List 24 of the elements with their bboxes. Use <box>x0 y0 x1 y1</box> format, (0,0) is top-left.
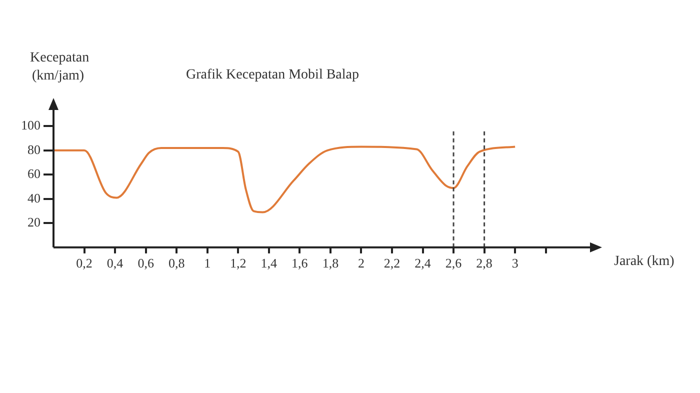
x-tick-label: 1,8 <box>322 256 339 271</box>
line-series <box>54 146 516 214</box>
y-tick-label: 60 <box>28 166 40 182</box>
y-tick-label: 100 <box>21 118 40 133</box>
y-axis-title: Kecepatan (km/jam) <box>30 50 90 84</box>
x-tick-label: 1,2 <box>230 256 246 271</box>
x-tick-label: 2,2 <box>384 256 400 271</box>
y-tick-label: 20 <box>28 214 40 230</box>
x-tick-label: 2,6 <box>445 256 462 271</box>
chart-title: Grafik Kecepatan Mobil Balap <box>186 68 359 83</box>
x-tick-label: 1,6 <box>292 256 308 271</box>
x-tick-label: 1,4 <box>260 256 278 271</box>
x-tick-label: 2,8 <box>476 256 492 271</box>
x-tick-label: 0,2 <box>76 256 92 271</box>
x-tick-label: 2 <box>358 256 364 271</box>
x-tick-label: 0,6 <box>138 256 154 271</box>
x-axis-title: Jarak (km) <box>614 254 675 270</box>
x-tick-label: 0,4 <box>106 256 124 271</box>
x-tick-label: 3 <box>512 256 518 271</box>
y-tick-label: 80 <box>28 142 40 157</box>
x-tick-label: 1 <box>204 256 211 271</box>
y-tick-label: 40 <box>28 190 40 206</box>
x-tick-label: 2,4 <box>414 256 432 271</box>
x-tick-label: 0,8 <box>168 256 185 271</box>
